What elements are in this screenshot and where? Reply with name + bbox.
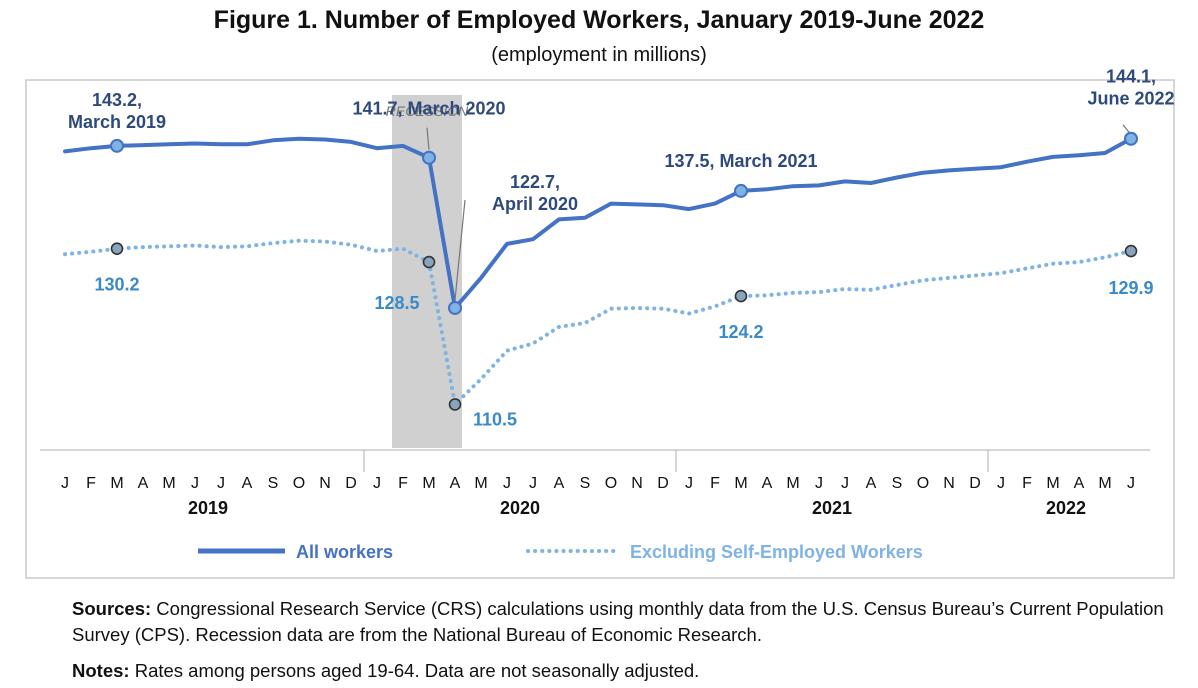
data-marker xyxy=(110,242,124,255)
annotation-leader xyxy=(426,127,430,150)
x-tick-label: M xyxy=(1098,475,1111,492)
annotation-label: 110.5 xyxy=(473,409,517,429)
x-tick-label: M xyxy=(786,475,799,492)
x-tick-label: F xyxy=(398,475,408,492)
chart-frame xyxy=(25,79,1175,579)
x-tick-label: J xyxy=(1127,475,1135,492)
x-tick-label: M xyxy=(110,475,123,492)
annotation-label: 124.2 xyxy=(718,322,763,342)
x-tick-label: A xyxy=(866,475,877,492)
data-marker xyxy=(110,138,124,153)
annotation-label: June 2022 xyxy=(1087,89,1174,109)
annotation-label: 122.7, xyxy=(510,172,560,192)
data-marker xyxy=(448,398,462,411)
x-tick-label: M xyxy=(1046,475,1059,492)
x-tick-label: J xyxy=(61,475,69,492)
x-tick-label: J xyxy=(529,475,537,492)
x-tick-label: O xyxy=(293,475,305,492)
x-tick-label: D xyxy=(345,475,357,492)
x-tick-label: D xyxy=(969,475,981,492)
sources-text: Congressional Research Service (CRS) cal… xyxy=(72,598,1164,645)
sources-note: Sources: Congressional Research Service … xyxy=(72,596,1182,648)
legend-label-excl-self: Excluding Self-Employed Workers xyxy=(630,542,923,562)
x-tick-label: A xyxy=(242,475,253,492)
data-marker xyxy=(1124,131,1138,146)
x-tick-label: D xyxy=(657,475,669,492)
x-tick-label: A xyxy=(762,475,773,492)
sources-label: Sources: xyxy=(72,598,152,619)
year-label: 2019 xyxy=(188,498,228,518)
annotation-label: 141.7, March 2020 xyxy=(352,99,505,119)
annotation-label: 137.5, March 2021 xyxy=(664,151,817,171)
recession-label: RECESSION xyxy=(386,103,469,119)
data-marker xyxy=(1124,244,1138,258)
series-line-excl-self-employed xyxy=(63,238,1133,407)
year-label: 2020 xyxy=(500,498,540,518)
x-tick-label: J xyxy=(815,475,823,492)
year-label: 2022 xyxy=(1046,498,1086,518)
annotation-label: 144.1, xyxy=(1106,67,1156,87)
x-tick-label: M xyxy=(422,475,435,492)
x-tick-label: A xyxy=(554,475,565,492)
x-tick-label: J xyxy=(841,475,849,492)
legend: All workers Excluding Self-Employed Worke… xyxy=(198,542,923,562)
annotation-leader xyxy=(454,199,466,301)
annotation-group: 143.2,March 2019 141.7, March 2020 122.7,A… xyxy=(68,67,1175,430)
notes-note: Notes: Rates among persons aged 19-64. D… xyxy=(72,658,1182,684)
x-tick-label: M xyxy=(474,475,487,492)
series-group xyxy=(63,136,1133,407)
annotation-label: 143.2, xyxy=(92,90,142,110)
x-tick-label: N xyxy=(943,475,955,492)
data-marker xyxy=(422,150,436,165)
x-tick-label: J xyxy=(217,475,225,492)
chart-title: Figure 1. Number of Employed Workers, Ja… xyxy=(213,6,985,34)
x-tick-label: S xyxy=(268,475,279,492)
data-marker xyxy=(734,183,748,198)
x-tick-label: M xyxy=(162,475,175,492)
x-tick-label: F xyxy=(86,475,96,492)
x-tick-label: O xyxy=(917,475,929,492)
x-tick-label: S xyxy=(580,475,591,492)
x-tick-label: A xyxy=(138,475,149,492)
annotation-label: March 2019 xyxy=(68,112,166,132)
legend-label-all-workers: All workers xyxy=(296,542,393,562)
x-tick-label: J xyxy=(997,475,1005,492)
series-line-all-workers xyxy=(63,136,1133,310)
annotation-label: 130.2 xyxy=(94,275,139,295)
x-tick-label: S xyxy=(892,475,903,492)
annotation-label: April 2020 xyxy=(492,194,578,214)
notes-text: Rates among persons aged 19-64. Data are… xyxy=(129,660,700,681)
x-tick-label: N xyxy=(631,475,643,492)
x-tick-label: A xyxy=(450,475,461,492)
x-tick-label: J xyxy=(373,475,381,492)
annotation-label: 128.5 xyxy=(374,293,419,313)
notes-label: Notes: xyxy=(72,660,130,681)
year-label: 2021 xyxy=(812,498,852,518)
x-tick-label: F xyxy=(710,475,720,492)
annotation-label: 129.9 xyxy=(1108,278,1153,298)
x-tick-label: J xyxy=(503,475,511,492)
x-tick-label: J xyxy=(191,475,199,492)
data-marker xyxy=(448,300,462,315)
data-marker xyxy=(734,289,748,303)
x-tick-label: N xyxy=(319,475,331,492)
x-tick-label: A xyxy=(1074,475,1085,492)
x-tick-label: M xyxy=(734,475,747,492)
x-tick-label: F xyxy=(1022,475,1032,492)
chart-subtitle: (employment in millions) xyxy=(491,44,707,66)
data-marker xyxy=(422,255,436,269)
x-tick-label: O xyxy=(605,475,617,492)
x-tick-label: J xyxy=(685,475,693,492)
